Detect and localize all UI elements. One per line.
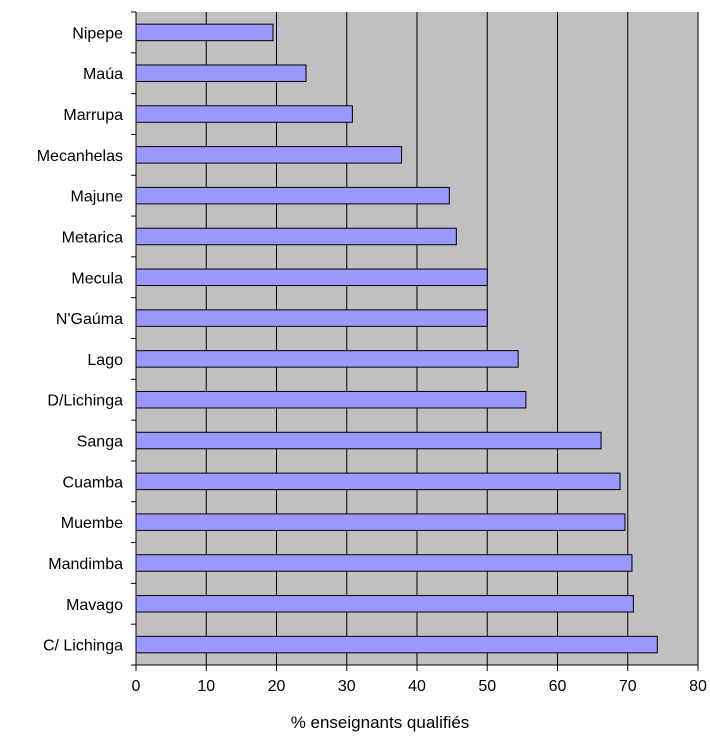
category-label: N'Gaúma [56, 311, 123, 328]
category-label: Nipepe [72, 25, 123, 42]
x-tick-label: 50 [478, 678, 496, 695]
category-label: D/Lichinga [47, 393, 123, 410]
category-label: C/ Lichinga [43, 638, 123, 655]
bars [135, 23, 658, 654]
bar [135, 23, 274, 42]
category-label: Maúa [83, 66, 123, 83]
x-tick-label: 20 [268, 678, 286, 695]
bar [135, 350, 519, 368]
x-axis-ticks [135, 665, 699, 671]
category-label: Sanga [77, 434, 123, 451]
category-label: Mavago [66, 597, 123, 614]
category-label: Muembe [61, 515, 123, 532]
category-label: Majune [71, 189, 124, 206]
bar [135, 472, 621, 491]
x-axis-title: % enseignants qualifiés [291, 713, 470, 732]
x-tick-label: 70 [619, 678, 637, 695]
x-tick-label: 60 [549, 678, 567, 695]
bar [135, 64, 307, 82]
bar [135, 513, 626, 531]
x-tick-label: 10 [197, 678, 215, 695]
category-labels: Nipepe Maúa Marrupa Mecanhelas Majune Metaric… [37, 25, 123, 654]
bar [135, 186, 450, 205]
category-label: Mecanhelas [37, 148, 123, 165]
category-label: Marrupa [63, 107, 123, 124]
x-tick-label: 80 [689, 678, 707, 695]
bar [135, 431, 602, 450]
bar [135, 227, 457, 246]
category-label: Lago [87, 352, 123, 369]
x-tick-label: 0 [132, 678, 141, 695]
x-tick-label: 40 [408, 678, 426, 695]
bar [135, 309, 488, 327]
bar [135, 268, 488, 287]
category-label: Mandimba [48, 556, 123, 573]
bar [135, 595, 634, 613]
y-axis-ticks [131, 11, 136, 666]
bar [135, 105, 353, 123]
category-label: Mecula [71, 270, 123, 287]
bar [135, 554, 633, 572]
bar [135, 635, 658, 654]
x-tick-labels: 0 10 20 30 40 50 60 70 80 [132, 678, 707, 695]
category-label: Metarica [62, 229, 123, 246]
x-tick-label: 30 [338, 678, 356, 695]
bar [135, 390, 527, 409]
bar [135, 146, 403, 164]
category-label: Cuamba [63, 474, 124, 491]
